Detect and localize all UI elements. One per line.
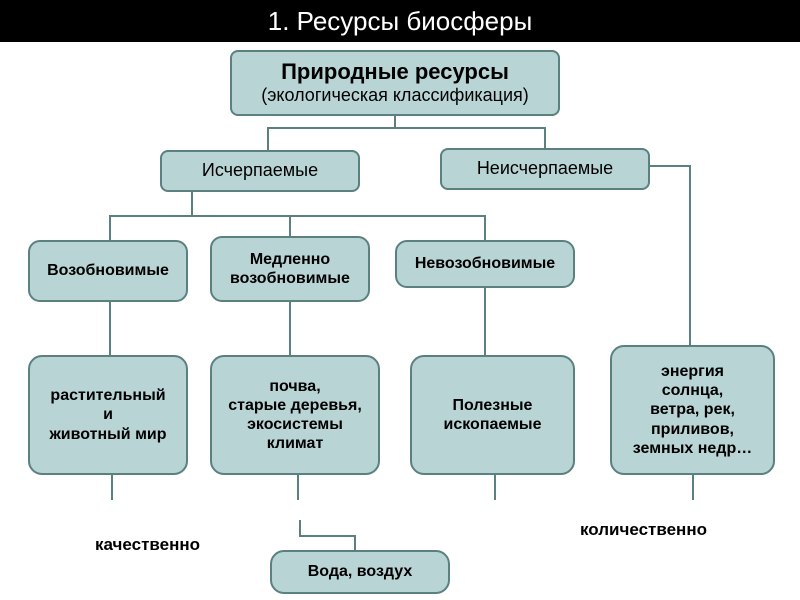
node-slow-renewable: Медленно возобновимые (210, 236, 370, 302)
node-slow-line1: Медленно (230, 250, 350, 269)
node-root-title: Природные ресурсы (261, 59, 529, 85)
node-soil-line1: почва, (228, 377, 362, 396)
node-water-air: Вода, воздух (270, 550, 450, 594)
node-soil: почва, старые деревья, экосистемы климат (210, 355, 380, 475)
slide-title: 1. Ресурсы биосферы (268, 6, 533, 36)
node-water-label: Вода, воздух (308, 562, 413, 581)
node-soil-line3: экосистемы (228, 415, 362, 434)
node-soil-line4: климат (228, 434, 362, 453)
node-exhaustible: Исчерпаемые (160, 150, 360, 192)
node-energy: энергия солнца, ветра, рек, приливов, зе… (610, 345, 775, 475)
slide-title-bar: 1. Ресурсы биосферы (0, 0, 800, 42)
node-root-subtitle: (экологическая классификация) (261, 85, 529, 107)
node-energy-line1: энергия (633, 362, 752, 381)
node-flora-line1: растительный (49, 386, 166, 405)
node-slow-line2: возобновимые (230, 269, 350, 288)
node-energy-line5: земных недр… (633, 439, 752, 458)
node-root: Природные ресурсы (экологическая классиф… (230, 50, 560, 116)
node-renewable-label: Возобновимые (47, 261, 169, 280)
node-energy-line3: ветра, рек, (633, 400, 752, 419)
node-minerals: Полезные ископаемые (410, 355, 575, 475)
node-flora-fauna: растительный и животный мир (28, 355, 188, 475)
node-inexhaustible: Неисчерпаемые (440, 148, 650, 190)
node-minerals-line2: ископаемые (444, 415, 542, 434)
node-minerals-line1: Полезные (444, 396, 542, 415)
label-quantitative: количественно (580, 520, 707, 540)
node-nonrenewable-label: Невозобновимые (415, 254, 555, 273)
node-nonrenewable: Невозобновимые (395, 240, 575, 288)
node-flora-line3: животный мир (49, 425, 166, 444)
node-flora-line2: и (49, 405, 166, 424)
label-qualitative: качественно (95, 535, 200, 555)
node-energy-line2: солнца, (633, 381, 752, 400)
node-energy-line4: приливов, (633, 420, 752, 439)
node-inexhaustible-label: Неисчерпаемые (477, 158, 613, 180)
node-renewable: Возобновимые (28, 240, 188, 302)
node-exhaustible-label: Исчерпаемые (202, 160, 318, 182)
node-soil-line2: старые деревья, (228, 396, 362, 415)
